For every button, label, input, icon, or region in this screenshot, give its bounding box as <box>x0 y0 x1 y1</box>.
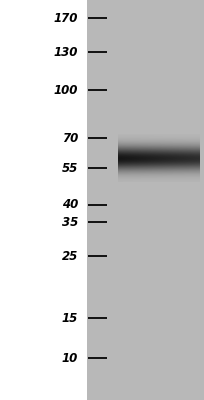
Text: 55: 55 <box>62 162 78 174</box>
Text: 130: 130 <box>54 46 78 58</box>
Bar <box>87 0 204 400</box>
Text: 25: 25 <box>62 250 78 262</box>
Text: 35: 35 <box>62 216 78 228</box>
Text: 170: 170 <box>54 12 78 24</box>
Text: 70: 70 <box>62 132 78 144</box>
Bar <box>0 0 87 400</box>
Text: 10: 10 <box>62 352 78 364</box>
Text: 100: 100 <box>54 84 78 96</box>
Text: 40: 40 <box>62 198 78 212</box>
Text: 15: 15 <box>62 312 78 324</box>
